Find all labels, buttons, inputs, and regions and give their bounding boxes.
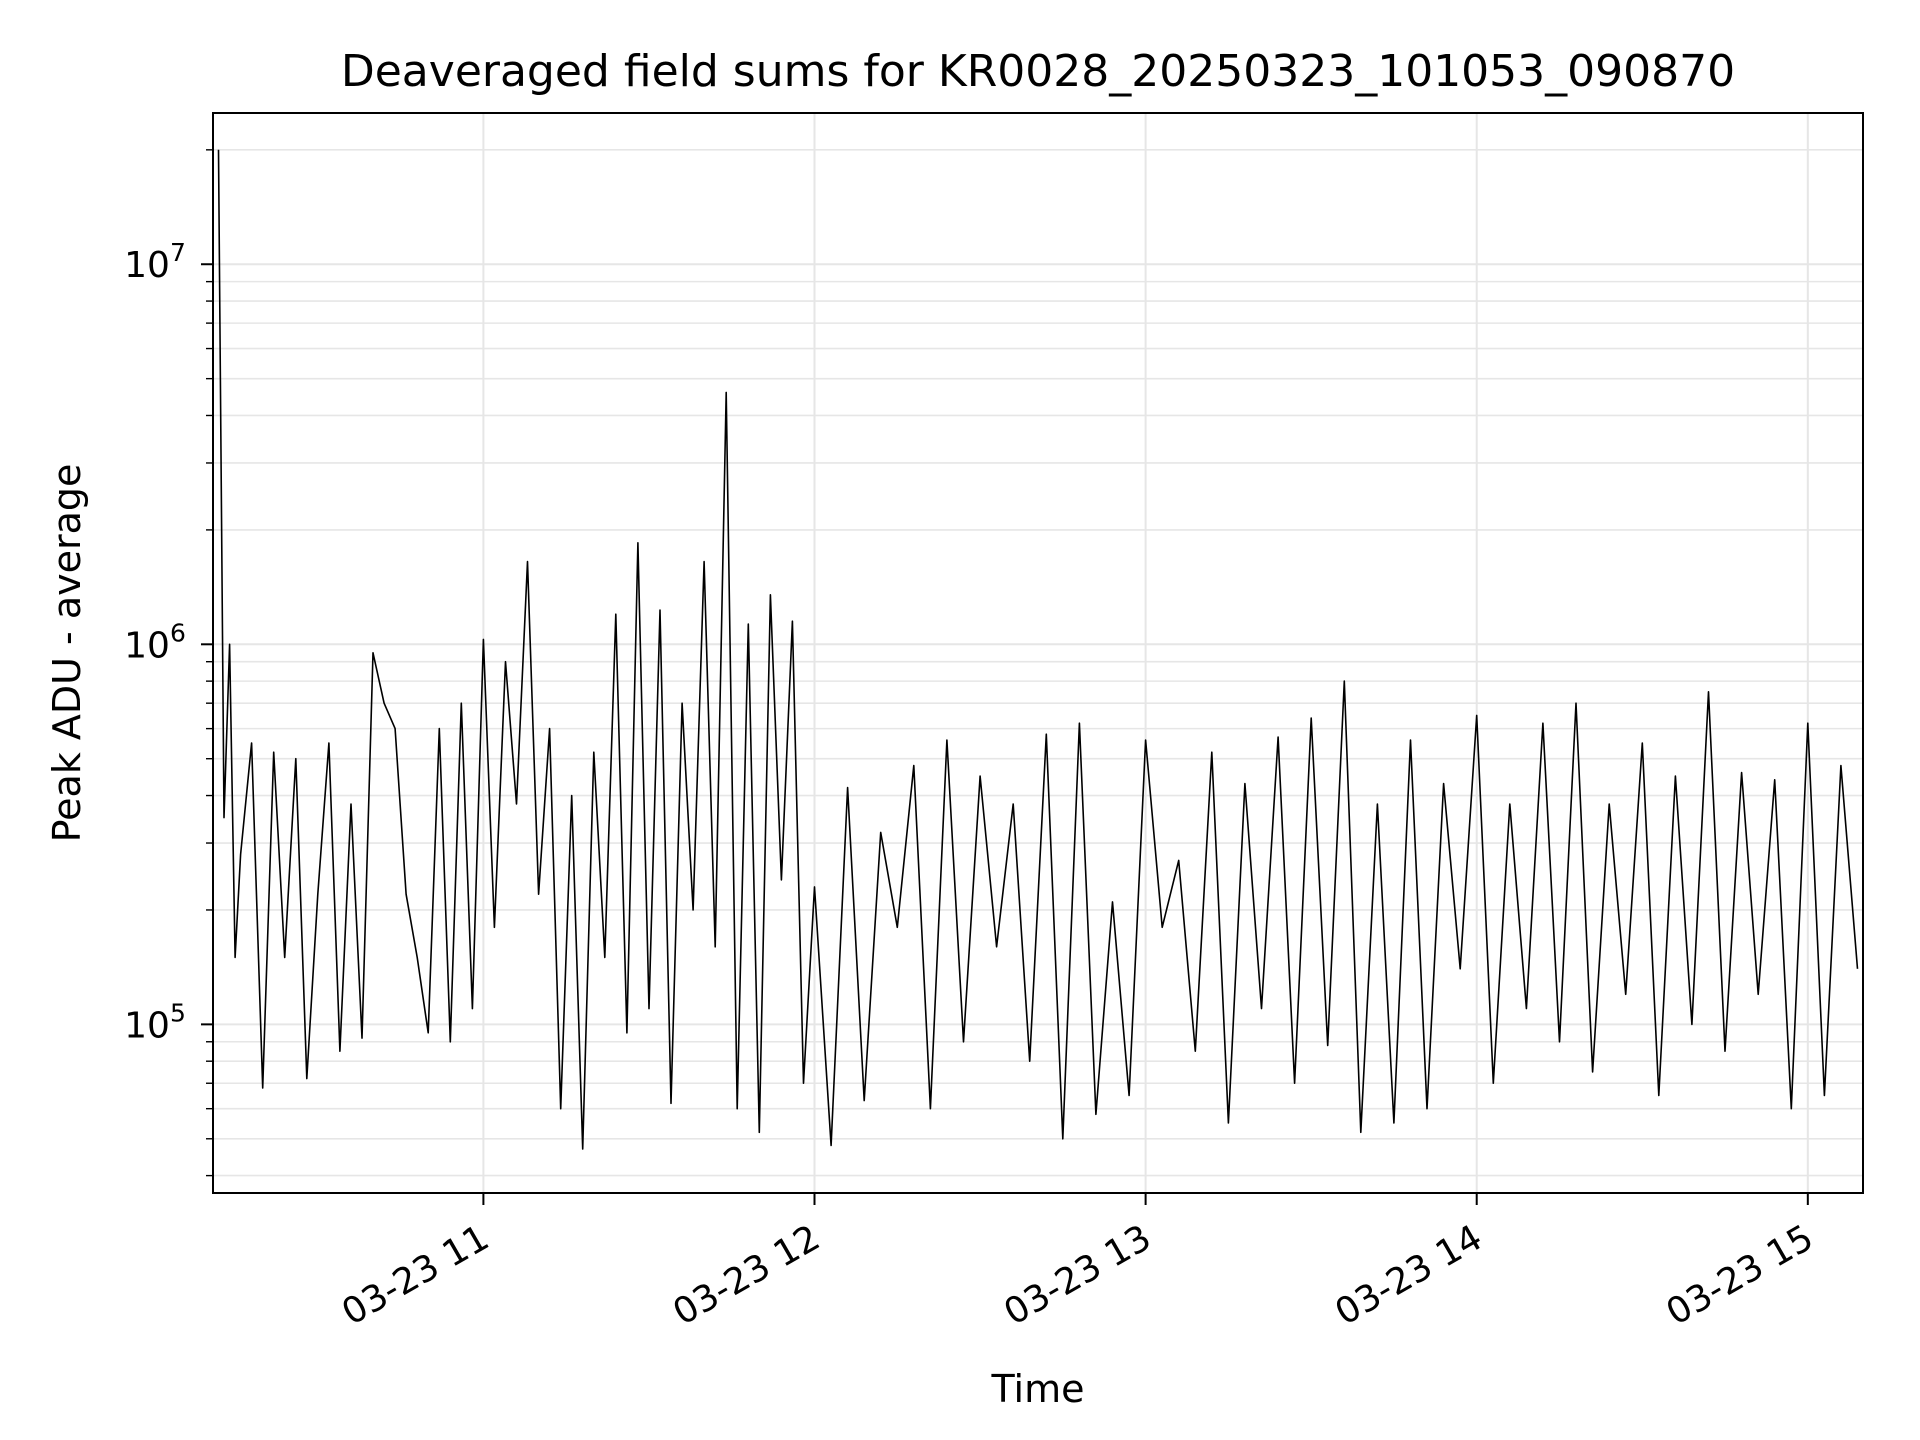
y-tick-label: 106 (124, 618, 186, 666)
y-tick-label: 105 (124, 998, 186, 1046)
y-axis-label: Peak ADU - average (45, 464, 89, 843)
grid (213, 113, 1863, 1193)
x-axis-label: Time (991, 1367, 1085, 1411)
y-tick-label: 107 (124, 238, 186, 286)
chart-title: Deaveraged field sums for KR0028_2025032… (341, 46, 1735, 97)
plot-frame (212, 112, 1864, 1194)
series-line (217, 149, 1859, 1150)
